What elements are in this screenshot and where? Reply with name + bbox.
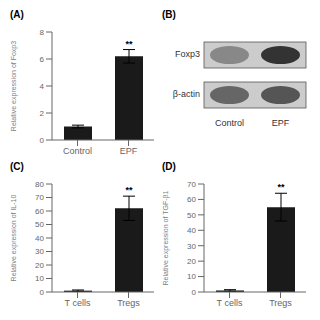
svg-text:80: 80 [35,180,44,189]
html-text:(D): (D) [162,161,176,172]
svg-text:Foxp3: Foxp3 [175,49,200,59]
html-text:(B): (B) [162,9,176,20]
svg-text:Relative expression of TGF-β1: Relative expression of TGF-β1 [162,190,170,285]
svg-text:40: 40 [187,226,196,235]
svg-text:50: 50 [187,211,196,220]
svg-text:0: 0 [192,288,197,297]
svg-text:Relative expression of IL-10: Relative expression of IL-10 [10,195,18,282]
svg-text:EPF: EPF [272,118,290,128]
svg-text:β-actin: β-actin [173,89,200,99]
html-text:(C): (C) [10,161,24,172]
svg-text:**: ** [125,185,133,195]
svg-text:8: 8 [40,28,45,37]
svg-text:EPF: EPF [120,146,138,156]
svg-text:Control: Control [215,118,244,128]
svg-text:70: 70 [35,193,44,202]
svg-text:2: 2 [40,109,45,118]
svg-text:Relative expression of Foxp3: Relative expression of Foxp3 [10,41,18,131]
svg-text:T cells: T cells [217,298,243,308]
html-text:(A): (A) [10,9,24,20]
svg-text:20: 20 [187,257,196,266]
svg-text:Tregs: Tregs [117,298,140,308]
svg-text:20: 20 [35,261,44,270]
svg-text:10: 10 [187,272,196,281]
svg-text:**: ** [277,182,285,192]
svg-text:4: 4 [40,82,45,91]
svg-text:6: 6 [40,55,45,64]
svg-text:30: 30 [187,242,196,251]
svg-text:50: 50 [35,220,44,229]
svg-text:0: 0 [40,288,45,297]
svg-text:Tregs: Tregs [269,298,292,308]
svg-text:60: 60 [35,207,44,216]
svg-text:60: 60 [187,195,196,204]
svg-text:T cells: T cells [65,298,91,308]
svg-text:30: 30 [35,247,44,256]
svg-text:0: 0 [40,136,45,145]
svg-text:**: ** [125,39,133,49]
svg-text:10: 10 [35,274,44,283]
svg-text:40: 40 [35,234,44,243]
svg-text:70: 70 [187,180,196,189]
svg-text:Control: Control [63,146,92,156]
